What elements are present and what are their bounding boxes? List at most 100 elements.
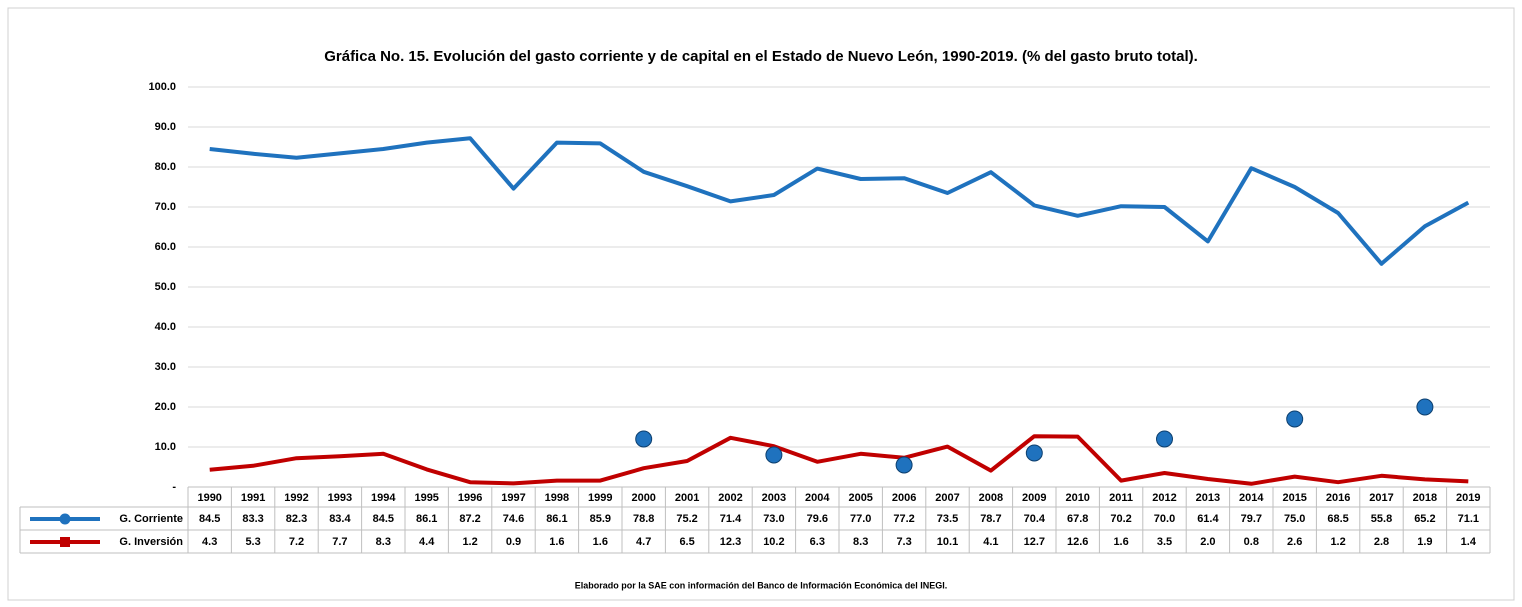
- table-value: 71.4: [720, 513, 742, 525]
- table-value: 73.0: [763, 513, 784, 525]
- y-tick-label: -: [172, 481, 176, 493]
- table-value: 74.6: [503, 513, 524, 525]
- chart-border: [7, 7, 1515, 601]
- legend-marker: [59, 513, 71, 525]
- table-value: 78.8: [633, 513, 654, 525]
- x-tick-label: 2006: [892, 492, 916, 504]
- point: [1025, 444, 1043, 462]
- point: [895, 456, 913, 474]
- table-value: 6.5: [679, 536, 694, 548]
- point: [765, 446, 783, 464]
- y-tick-label: 100.0: [148, 81, 176, 93]
- table-value: 1.9: [1417, 536, 1432, 548]
- table-value: 86.1: [546, 513, 567, 525]
- table-value: 1.4: [1461, 536, 1477, 548]
- x-tick-label: 1993: [328, 492, 352, 504]
- table-value: 86.1: [416, 513, 437, 525]
- table-value: 4.1: [983, 536, 998, 548]
- table-value: 79.7: [1241, 513, 1262, 525]
- table-value: 3.5: [1157, 536, 1172, 548]
- table-value: 87.2: [459, 513, 480, 525]
- table-value: 0.8: [1244, 536, 1259, 548]
- table-value: 10.1: [937, 536, 958, 548]
- x-tick-label: 2015: [1282, 492, 1306, 504]
- table-value: 4.3: [202, 536, 217, 548]
- x-tick-label: 1991: [241, 492, 265, 504]
- table-value: 82.3: [286, 513, 307, 525]
- table-value: 12.3: [720, 536, 741, 548]
- x-tick-label: 2012: [1152, 492, 1176, 504]
- point: [635, 430, 653, 448]
- y-tick-label: 30.0: [155, 361, 176, 373]
- table-value: 70.4: [1024, 513, 1046, 525]
- x-tick-label: 2018: [1413, 492, 1437, 504]
- y-tick-label: 10.0: [155, 441, 176, 453]
- x-tick-label: 2003: [762, 492, 786, 504]
- table-value: 77.2: [893, 513, 914, 525]
- table-value: 70.2: [1110, 513, 1131, 525]
- table-value: 79.6: [807, 513, 828, 525]
- point: [1416, 398, 1434, 416]
- table-value: 85.9: [590, 513, 611, 525]
- y-tick-label: 40.0: [155, 321, 176, 333]
- table-value: 75.2: [676, 513, 697, 525]
- y-tick-label: 60.0: [155, 241, 176, 253]
- x-tick-label: 2010: [1065, 492, 1089, 504]
- y-tick-label: 70.0: [155, 201, 176, 213]
- table-value: 83.4: [329, 513, 351, 525]
- point: [1286, 410, 1304, 428]
- table-value: 73.5: [937, 513, 958, 525]
- table-value: 12.6: [1067, 536, 1088, 548]
- table-value: 75.0: [1284, 513, 1305, 525]
- table-value: 6.3: [810, 536, 825, 548]
- chart-note: Elaborado por la SAE con información del…: [575, 580, 948, 590]
- table-value: 84.5: [199, 513, 220, 525]
- x-tick-label: 2004: [805, 492, 830, 504]
- table-value: 2.8: [1374, 536, 1389, 548]
- legend-marker: [60, 537, 70, 547]
- x-tick-label: 1997: [501, 492, 525, 504]
- x-tick-label: 2000: [631, 492, 655, 504]
- table-value: 0.9: [506, 536, 521, 548]
- table-value: 4.4: [419, 536, 435, 548]
- table-value: 8.3: [376, 536, 391, 548]
- y-tick-label: 50.0: [155, 281, 176, 293]
- table-value: 8.3: [853, 536, 868, 548]
- table-value: 7.2: [289, 536, 304, 548]
- table-value: 12.7: [1024, 536, 1045, 548]
- x-tick-label: 1999: [588, 492, 612, 504]
- x-tick-label: 2009: [1022, 492, 1046, 504]
- x-tick-label: 2014: [1239, 492, 1264, 504]
- table-value: 83.3: [242, 513, 263, 525]
- table-value: 2.6: [1287, 536, 1302, 548]
- table-value: 68.5: [1327, 513, 1348, 525]
- y-tick-label: 80.0: [155, 161, 176, 173]
- table-value: 67.8: [1067, 513, 1088, 525]
- x-tick-label: 1990: [197, 492, 221, 504]
- table-value: 84.5: [373, 513, 394, 525]
- table-value: 77.0: [850, 513, 871, 525]
- table-value: 61.4: [1197, 513, 1219, 525]
- point: [1156, 430, 1173, 448]
- table-value: 5.3: [245, 536, 260, 548]
- x-tick-label: 2001: [675, 492, 699, 504]
- x-tick-label: 1998: [545, 492, 569, 504]
- table-value: 10.2: [763, 536, 784, 548]
- legend-label: G. Corriente: [119, 513, 183, 525]
- x-tick-label: 2019: [1456, 492, 1480, 504]
- chart-title: Gráfica No. 15. Evolución del gasto corr…: [324, 48, 1198, 65]
- x-tick-label: 2008: [979, 492, 1003, 504]
- x-tick-label: 2013: [1196, 492, 1220, 504]
- y-tick-label: 20.0: [155, 401, 176, 413]
- y-tick-label: 90.0: [155, 121, 176, 133]
- x-tick-label: 1992: [284, 492, 308, 504]
- table-value: 1.6: [593, 536, 608, 548]
- table-value: 7.7: [332, 536, 347, 548]
- table-value: 71.1: [1458, 513, 1479, 525]
- table-value: 1.6: [549, 536, 564, 548]
- table-value: 1.2: [1330, 536, 1345, 548]
- series-line: [209, 434, 1469, 486]
- table-value: 78.7: [980, 513, 1001, 525]
- series-line: [209, 136, 1470, 266]
